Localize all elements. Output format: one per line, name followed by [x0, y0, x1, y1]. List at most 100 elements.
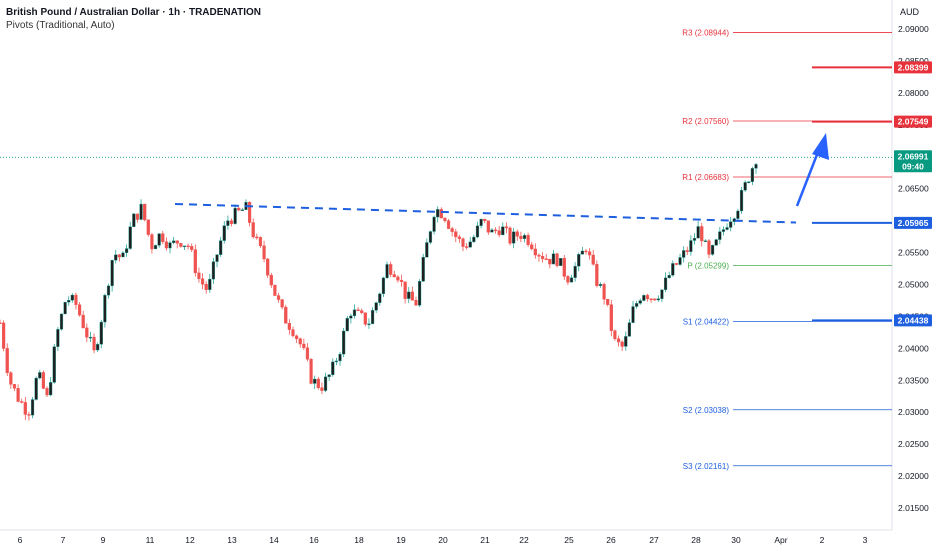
candle-body	[392, 274, 396, 278]
candle-body	[649, 298, 653, 301]
candle-body	[121, 252, 125, 258]
candle-body	[157, 233, 161, 246]
candle-body	[559, 258, 563, 266]
candle-body	[501, 226, 505, 236]
candle-body	[685, 250, 689, 252]
candle-body	[515, 231, 519, 237]
candle-body	[204, 284, 208, 290]
candle-body	[595, 264, 599, 286]
price-tag-value: 2.06991	[898, 151, 929, 161]
candle-body	[465, 246, 469, 248]
price-axis-tick: 2.05500	[898, 248, 929, 258]
price-tag-value: 2.04438	[898, 315, 929, 325]
pivot-level-label: R2 (2.07560)	[682, 117, 729, 126]
price-axis-tick: 2.02000	[898, 471, 929, 481]
candle-body	[135, 213, 140, 220]
time-axis-tick: 20	[438, 535, 448, 545]
candle-body	[280, 299, 284, 308]
candle-body	[588, 251, 592, 256]
candle-body	[522, 235, 527, 239]
candle-body	[327, 374, 331, 378]
candle-body	[537, 254, 541, 257]
candle-body	[161, 233, 165, 242]
candle-body	[30, 399, 35, 416]
candle-body	[700, 226, 704, 242]
candle-body	[707, 240, 711, 255]
candle-body	[128, 226, 132, 249]
candle-body	[0, 322, 2, 324]
price-tag	[894, 115, 932, 128]
price-axis-tick: 2.02500	[898, 439, 929, 449]
candle-body	[305, 347, 310, 360]
candle-body	[508, 227, 512, 244]
candle-body	[12, 384, 17, 389]
candle-body	[49, 382, 53, 396]
candle-body	[710, 245, 715, 255]
candle-body	[2, 322, 6, 349]
candle-body	[454, 231, 458, 238]
candle-body	[483, 218, 487, 221]
candle-body	[678, 257, 682, 265]
candle-body	[638, 300, 642, 304]
candle-body	[320, 387, 324, 391]
candle-body	[475, 225, 480, 238]
candle-body	[266, 258, 270, 276]
candle-body	[736, 210, 740, 219]
time-axis-tick: 19	[396, 535, 406, 545]
candle-body	[52, 346, 56, 383]
candle-body	[255, 236, 259, 239]
candle-body	[295, 335, 299, 339]
candle-body	[179, 243, 183, 247]
candle-body	[287, 323, 291, 330]
candle-body	[544, 258, 548, 261]
candle-body	[193, 249, 197, 274]
candle-body	[692, 237, 697, 241]
candle-body	[490, 229, 494, 233]
candle-body	[172, 240, 176, 243]
candle-body	[598, 284, 603, 286]
target-arrow-head	[812, 133, 829, 160]
price-axis-tick: 2.03500	[898, 375, 929, 385]
candle-body	[338, 353, 342, 362]
candle-body	[631, 306, 635, 323]
candle-body	[117, 254, 121, 258]
candle-body	[743, 182, 747, 191]
candle-body	[403, 281, 407, 299]
price-axis-tick: 2.08000	[898, 88, 929, 98]
candle-body	[77, 304, 82, 316]
candle-body	[9, 372, 13, 385]
candle-body	[153, 245, 158, 250]
candle-body	[540, 256, 545, 260]
candle-body	[356, 309, 360, 311]
candle-body	[88, 336, 93, 339]
candle-body	[56, 329, 60, 347]
candle-body	[606, 299, 610, 305]
candle-body	[302, 343, 306, 348]
candle-body	[385, 264, 389, 279]
candle-body	[577, 254, 581, 267]
candle-body	[219, 240, 223, 255]
candle-body	[164, 241, 168, 249]
candle-body	[150, 234, 154, 250]
time-axis-tick: 9	[101, 535, 106, 545]
time-axis-tick: 3	[863, 535, 868, 545]
time-axis-tick: 2	[820, 535, 825, 545]
price-axis-tick: 2.08500	[898, 56, 929, 66]
candle-body	[211, 261, 216, 280]
candle-body	[602, 284, 606, 300]
currency-label[interactable]: AUD	[900, 7, 920, 17]
candle-body	[182, 245, 187, 248]
candle-body	[653, 298, 657, 301]
candle-body	[479, 218, 483, 226]
candle-body	[493, 229, 498, 232]
candle-body	[461, 238, 465, 247]
candle-body	[132, 213, 136, 227]
candle-body	[284, 306, 288, 324]
trendline-dashed[interactable]	[174, 202, 797, 224]
candle-body	[125, 248, 129, 254]
candle-body	[450, 228, 454, 232]
candle-body	[215, 254, 219, 262]
candle-body	[721, 229, 726, 232]
time-axis-tick: 12	[185, 535, 195, 545]
